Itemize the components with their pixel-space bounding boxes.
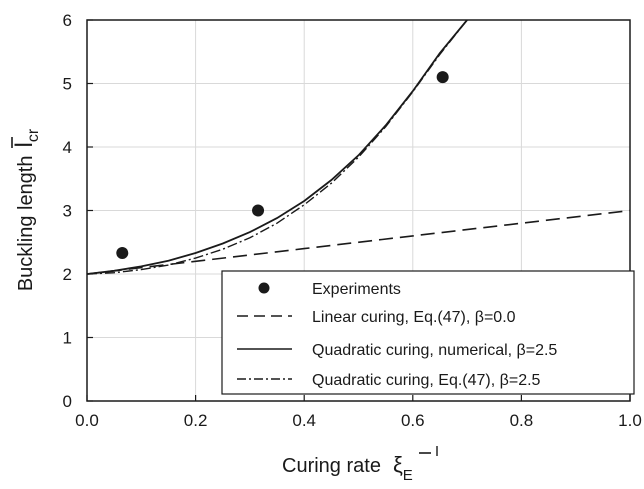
- series-line-solid: [87, 20, 468, 275]
- x-tick-label: 0.4: [292, 411, 316, 430]
- x-tick-label: 0.8: [510, 411, 534, 430]
- legend: Experiments Linear curing, Eq.(47), β=0.…: [221, 270, 635, 395]
- y-axis-label: Buckling length lcr: [11, 128, 42, 291]
- y-axis-symbol: l: [11, 142, 38, 147]
- y-tick-label: 4: [63, 138, 72, 157]
- legend-label-linear: Linear curing, Eq.(47), β=0.0: [312, 309, 516, 326]
- legend-label-quadratic-eq47: Quadratic curing, Eq.(47), β=2.5: [312, 372, 541, 389]
- x-axis-label: Curing rate ξE: [282, 446, 438, 484]
- experiment-point: [436, 71, 449, 84]
- x-tick-label: 0.2: [184, 411, 208, 430]
- y-tick-label: 6: [63, 11, 72, 30]
- legend-box: [221, 270, 635, 395]
- x-axis-subscript: E: [403, 467, 413, 484]
- svg-text:Buckling lengthlcr: Buckling length lcr: [11, 128, 42, 291]
- x-tick-label: 1.0: [618, 411, 642, 430]
- legend-marker-experiments: [258, 282, 270, 294]
- y-axis-subscript: cr: [25, 128, 42, 142]
- series-line-dashdot: [87, 20, 468, 275]
- series-line-dashed: [87, 209, 630, 275]
- series-layer: [87, 20, 630, 275]
- tick-labels: 0.0 0.2 0.4 0.6 0.8 1.0 0 1 2 3 4 5 6: [63, 11, 642, 430]
- y-tick-label: 5: [63, 75, 72, 94]
- legend-label-experiments: Experiments: [312, 281, 401, 298]
- x-tick-label: 0.0: [75, 411, 99, 430]
- y-tick-label: 2: [63, 265, 72, 284]
- y-tick-label: 1: [63, 329, 72, 348]
- legend-label-quadratic-numerical: Quadratic curing, numerical, β=2.5: [312, 342, 557, 359]
- x-tick-label: 0.6: [401, 411, 425, 430]
- experiment-point: [252, 204, 265, 217]
- y-axis-label-text: Buckling length: [15, 156, 37, 292]
- x-axis-label-text: Curing rate: [282, 455, 381, 477]
- y-tick-label: 3: [63, 202, 72, 221]
- x-axis-symbol: ξ: [393, 452, 403, 477]
- y-tick-label: 0: [63, 392, 72, 411]
- experiment-point: [116, 247, 129, 260]
